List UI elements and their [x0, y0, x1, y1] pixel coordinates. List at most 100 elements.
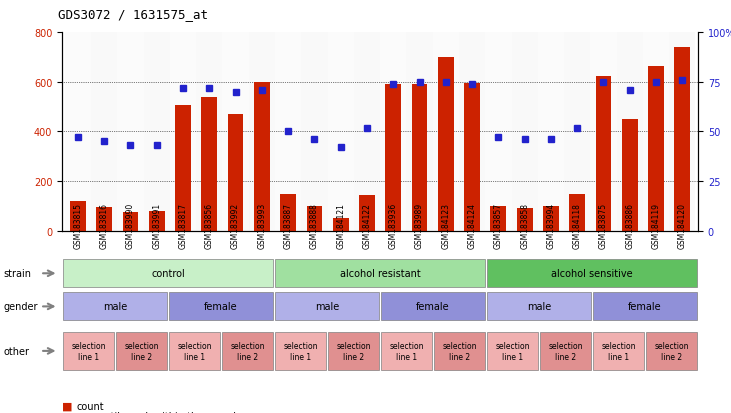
Text: selection
line 2: selection line 2	[548, 342, 583, 361]
Text: GSM183817: GSM183817	[178, 202, 188, 248]
Bar	[280, 194, 296, 231]
Text: GSM184118: GSM184118	[572, 202, 582, 248]
Text: GSM184120: GSM184120	[678, 202, 687, 248]
Bar	[538, 33, 564, 231]
Text: selection
line 2: selection line 2	[442, 342, 477, 361]
Bar	[543, 206, 558, 231]
Bar	[485, 33, 512, 231]
Text: GSM183857: GSM183857	[494, 202, 503, 248]
Text: selection
line 1: selection line 1	[390, 342, 424, 361]
FancyBboxPatch shape	[222, 332, 273, 370]
Text: male: male	[315, 301, 339, 312]
Bar	[123, 213, 138, 231]
FancyBboxPatch shape	[276, 293, 379, 320]
Bar	[406, 33, 433, 231]
Text: GSM184124: GSM184124	[468, 202, 477, 248]
Text: selection
line 1: selection line 1	[496, 342, 530, 361]
Bar	[385, 85, 401, 231]
Bar	[222, 33, 249, 231]
Text: selection
line 2: selection line 2	[124, 342, 159, 361]
Text: female: female	[629, 301, 662, 312]
Text: GSM183993: GSM183993	[257, 202, 266, 249]
FancyBboxPatch shape	[382, 332, 432, 370]
Text: selection
line 2: selection line 2	[654, 342, 689, 361]
Text: percentile rank within the sample: percentile rank within the sample	[77, 411, 242, 413]
Text: alcohol sensitive: alcohol sensitive	[551, 268, 633, 279]
Text: GSM184122: GSM184122	[363, 202, 371, 248]
Bar	[306, 206, 322, 231]
Bar	[591, 33, 617, 231]
Text: male: male	[103, 301, 127, 312]
Text: GSM183816: GSM183816	[99, 202, 109, 248]
Text: male: male	[527, 301, 551, 312]
Text: gender: gender	[4, 301, 38, 312]
Text: GSM183990: GSM183990	[126, 202, 135, 249]
Text: GSM183875: GSM183875	[599, 202, 608, 248]
Bar	[675, 48, 690, 231]
Bar	[202, 97, 217, 231]
Text: GSM183991: GSM183991	[152, 202, 162, 248]
Text: control: control	[151, 268, 185, 279]
Text: selection
line 2: selection line 2	[336, 342, 371, 361]
FancyBboxPatch shape	[594, 332, 644, 370]
Text: GSM183886: GSM183886	[625, 202, 635, 248]
Bar	[254, 83, 270, 231]
Text: GSM183856: GSM183856	[205, 202, 213, 248]
Bar	[196, 33, 222, 231]
Text: ■: ■	[62, 411, 72, 413]
Bar	[65, 33, 91, 231]
Bar	[275, 33, 301, 231]
Bar	[249, 33, 275, 231]
FancyBboxPatch shape	[540, 332, 591, 370]
Bar	[512, 33, 538, 231]
Text: selection
line 1: selection line 1	[284, 342, 318, 361]
Text: GSM183989: GSM183989	[415, 202, 424, 248]
Text: GSM183815: GSM183815	[73, 202, 83, 248]
FancyBboxPatch shape	[382, 293, 485, 320]
Bar	[149, 211, 164, 231]
Bar	[143, 33, 170, 231]
Bar	[491, 206, 507, 231]
Text: GSM183936: GSM183936	[389, 202, 398, 249]
FancyBboxPatch shape	[594, 293, 697, 320]
Text: other: other	[4, 346, 30, 356]
FancyBboxPatch shape	[434, 332, 485, 370]
Bar	[517, 209, 533, 231]
FancyBboxPatch shape	[170, 293, 273, 320]
Bar	[91, 33, 117, 231]
Text: GSM183888: GSM183888	[310, 202, 319, 248]
Text: GSM184123: GSM184123	[442, 202, 450, 248]
Text: GSM183992: GSM183992	[231, 202, 240, 248]
Text: female: female	[417, 301, 450, 312]
FancyBboxPatch shape	[488, 260, 697, 287]
Text: GSM184121: GSM184121	[336, 202, 345, 248]
Bar	[459, 33, 485, 231]
Text: GSM184119: GSM184119	[651, 202, 661, 248]
Bar	[617, 33, 643, 231]
Bar	[596, 76, 611, 231]
Bar	[569, 194, 585, 231]
Bar	[117, 33, 143, 231]
FancyBboxPatch shape	[328, 332, 379, 370]
FancyBboxPatch shape	[64, 332, 114, 370]
Bar	[227, 115, 243, 231]
Bar	[643, 33, 669, 231]
FancyBboxPatch shape	[170, 332, 220, 370]
Bar	[327, 33, 354, 231]
Bar	[170, 33, 196, 231]
Text: GSM183994: GSM183994	[547, 202, 556, 249]
Text: GSM183887: GSM183887	[284, 202, 292, 248]
Bar	[564, 33, 591, 231]
Bar	[96, 208, 112, 231]
FancyBboxPatch shape	[276, 332, 326, 370]
Bar	[70, 202, 86, 231]
Bar	[301, 33, 327, 231]
Text: GSM183858: GSM183858	[520, 202, 529, 248]
Bar	[669, 33, 695, 231]
Bar	[380, 33, 406, 231]
Bar	[354, 33, 380, 231]
Bar	[622, 120, 637, 231]
Text: selection
line 2: selection line 2	[230, 342, 265, 361]
Bar	[359, 195, 375, 231]
Text: count: count	[77, 401, 105, 411]
